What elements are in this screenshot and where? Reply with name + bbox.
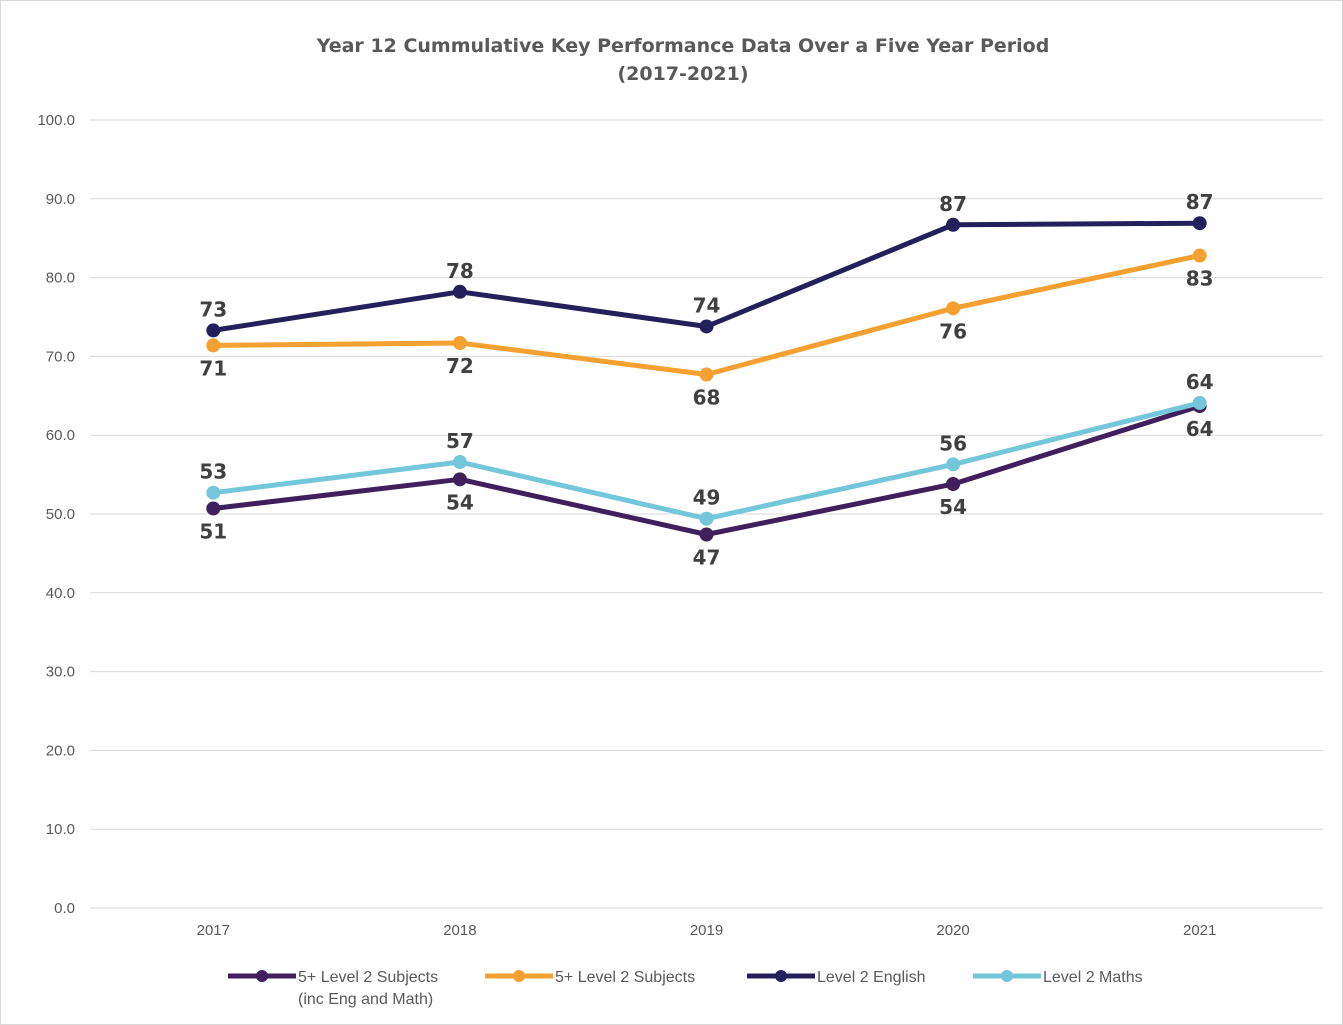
chart-title: Year 12 Cummulative Key Performance Data…	[316, 35, 1050, 57]
y-tick-label: 50.0	[46, 506, 75, 523]
data-point	[946, 477, 961, 492]
y-tick-label: 10.0	[46, 821, 75, 838]
x-tick-label: 2018	[443, 922, 476, 939]
x-tick-label: 2021	[1183, 922, 1216, 939]
y-tick-label: 20.0	[46, 742, 75, 759]
data-label: 64	[1186, 417, 1214, 441]
legend: 5+ Level 2 Subjects(inc Eng and Math)5+ …	[228, 969, 1143, 1008]
data-point	[699, 319, 714, 334]
x-tick-label: 2019	[690, 922, 723, 939]
legend-label: Level 2 Maths	[1043, 969, 1143, 986]
y-tick-label: 40.0	[46, 585, 75, 602]
x-tick-label: 2017	[197, 922, 230, 939]
data-label: 71	[199, 356, 227, 380]
data-point	[1192, 248, 1207, 263]
y-tick-label: 0.0	[54, 900, 75, 917]
data-label: 54	[446, 490, 474, 514]
legend-label: Level 2 English	[817, 969, 926, 986]
data-label: 68	[693, 386, 721, 410]
data-label: 47	[693, 545, 721, 569]
legend-item: Level 2 English	[747, 969, 926, 986]
data-label: 49	[693, 486, 721, 510]
x-axis: 2017 2018 2019 2020 2021	[197, 922, 1217, 939]
y-tick-label: 60.0	[46, 427, 75, 444]
y-tick-label: 100.0	[37, 112, 75, 129]
data-point	[1192, 216, 1207, 231]
data-label: 57	[446, 429, 474, 453]
data-point	[206, 323, 221, 338]
data-point	[946, 217, 961, 232]
data-point	[699, 527, 714, 542]
data-point	[206, 501, 221, 516]
data-label: 87	[939, 192, 967, 216]
y-tick-label: 80.0	[46, 270, 75, 287]
legend-item: 5+ Level 2 Subjects (inc Eng and Math)	[228, 969, 438, 1008]
data-point	[699, 511, 714, 526]
data-point	[946, 457, 961, 472]
data-label: 51	[199, 519, 227, 543]
legend-item: Level 2 Maths	[973, 969, 1143, 986]
data-label: 74	[693, 293, 721, 317]
data-point	[1192, 395, 1207, 410]
y-axis: 0.0 10.0 20.0 30.0 40.0 50.0 60.0 70.0 80.0 90.0 1…	[37, 112, 75, 917]
legend-label: 5+ Level 2 Subjects	[298, 969, 438, 986]
series-group	[206, 216, 1207, 542]
legend-label: (inc Eng and Math)	[298, 991, 433, 1008]
data-label: 76	[939, 319, 967, 343]
legend-swatch-marker	[256, 970, 268, 982]
legend-item: 5+ Level 2 Subjects	[485, 969, 695, 986]
chart-subtitle: (2017-2021)	[617, 63, 748, 85]
data-label: 78	[446, 259, 474, 283]
x-tick-label: 2020	[936, 922, 969, 939]
data-label: 53	[199, 460, 227, 484]
legend-swatch-marker	[775, 970, 787, 982]
legend-swatch-marker	[513, 970, 525, 982]
gridlines	[90, 119, 1323, 909]
data-point	[206, 338, 221, 353]
data-point	[452, 336, 467, 351]
data-point	[946, 301, 961, 316]
y-tick-label: 70.0	[46, 348, 75, 365]
data-label: 64	[1186, 370, 1214, 394]
data-labels: 51 54 47 54 64 71 72 68 76 83 73 78 74 87 87 53 57 49 56 64	[199, 190, 1213, 569]
data-label: 56	[939, 431, 967, 455]
data-label: 72	[446, 354, 474, 378]
data-point	[206, 485, 221, 500]
legend-label: 5+ Level 2 Subjects	[555, 969, 695, 986]
data-label: 87	[1186, 190, 1214, 214]
data-label: 73	[199, 297, 227, 321]
data-point	[699, 367, 714, 382]
data-label: 54	[939, 495, 967, 519]
data-point	[452, 472, 467, 487]
y-tick-label: 90.0	[46, 191, 75, 208]
data-point	[452, 284, 467, 299]
legend-swatch-marker	[1001, 970, 1013, 982]
data-label: 83	[1186, 267, 1214, 291]
data-point	[452, 454, 467, 469]
y-tick-label: 30.0	[46, 664, 75, 681]
